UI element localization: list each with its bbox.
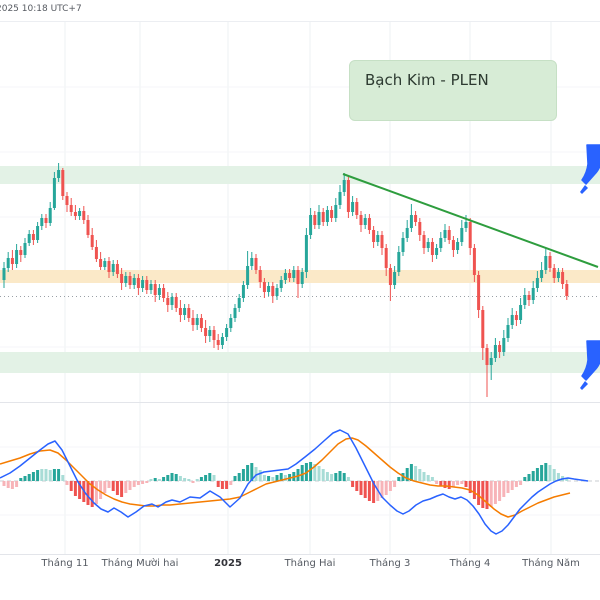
macd-histogram <box>2 462 569 509</box>
axis-label-month: Tháng 3 <box>369 558 411 569</box>
macd-line <box>0 429 589 535</box>
mid-zone[interactable] <box>0 270 600 283</box>
signal-line <box>0 437 571 518</box>
title-annotation[interactable]: Bạch Kim - PLEN <box>349 60 557 121</box>
axis-label-month: Tháng Năm <box>522 558 580 569</box>
descending-trendline[interactable] <box>342 173 599 268</box>
support-zone[interactable] <box>0 352 600 373</box>
axis-label-year: 2025 <box>214 558 242 569</box>
axis-label-month: Tháng Hai <box>284 558 336 569</box>
arrow-marker-lower[interactable] <box>580 340 600 390</box>
axis-label-month: Tháng 11 <box>41 558 89 569</box>
axis-label-month: Tháng Mười hai <box>101 558 179 569</box>
arrow-marker-upper[interactable] <box>580 144 600 194</box>
candlestick-series <box>2 163 569 397</box>
datetime-label: 2025 10:18 UTC+7 <box>0 4 82 14</box>
resistance-zone[interactable] <box>0 166 600 184</box>
axis-label-month: Tháng 4 <box>449 558 491 569</box>
title-annotation-text: Bạch Kim - PLEN <box>365 71 489 89</box>
